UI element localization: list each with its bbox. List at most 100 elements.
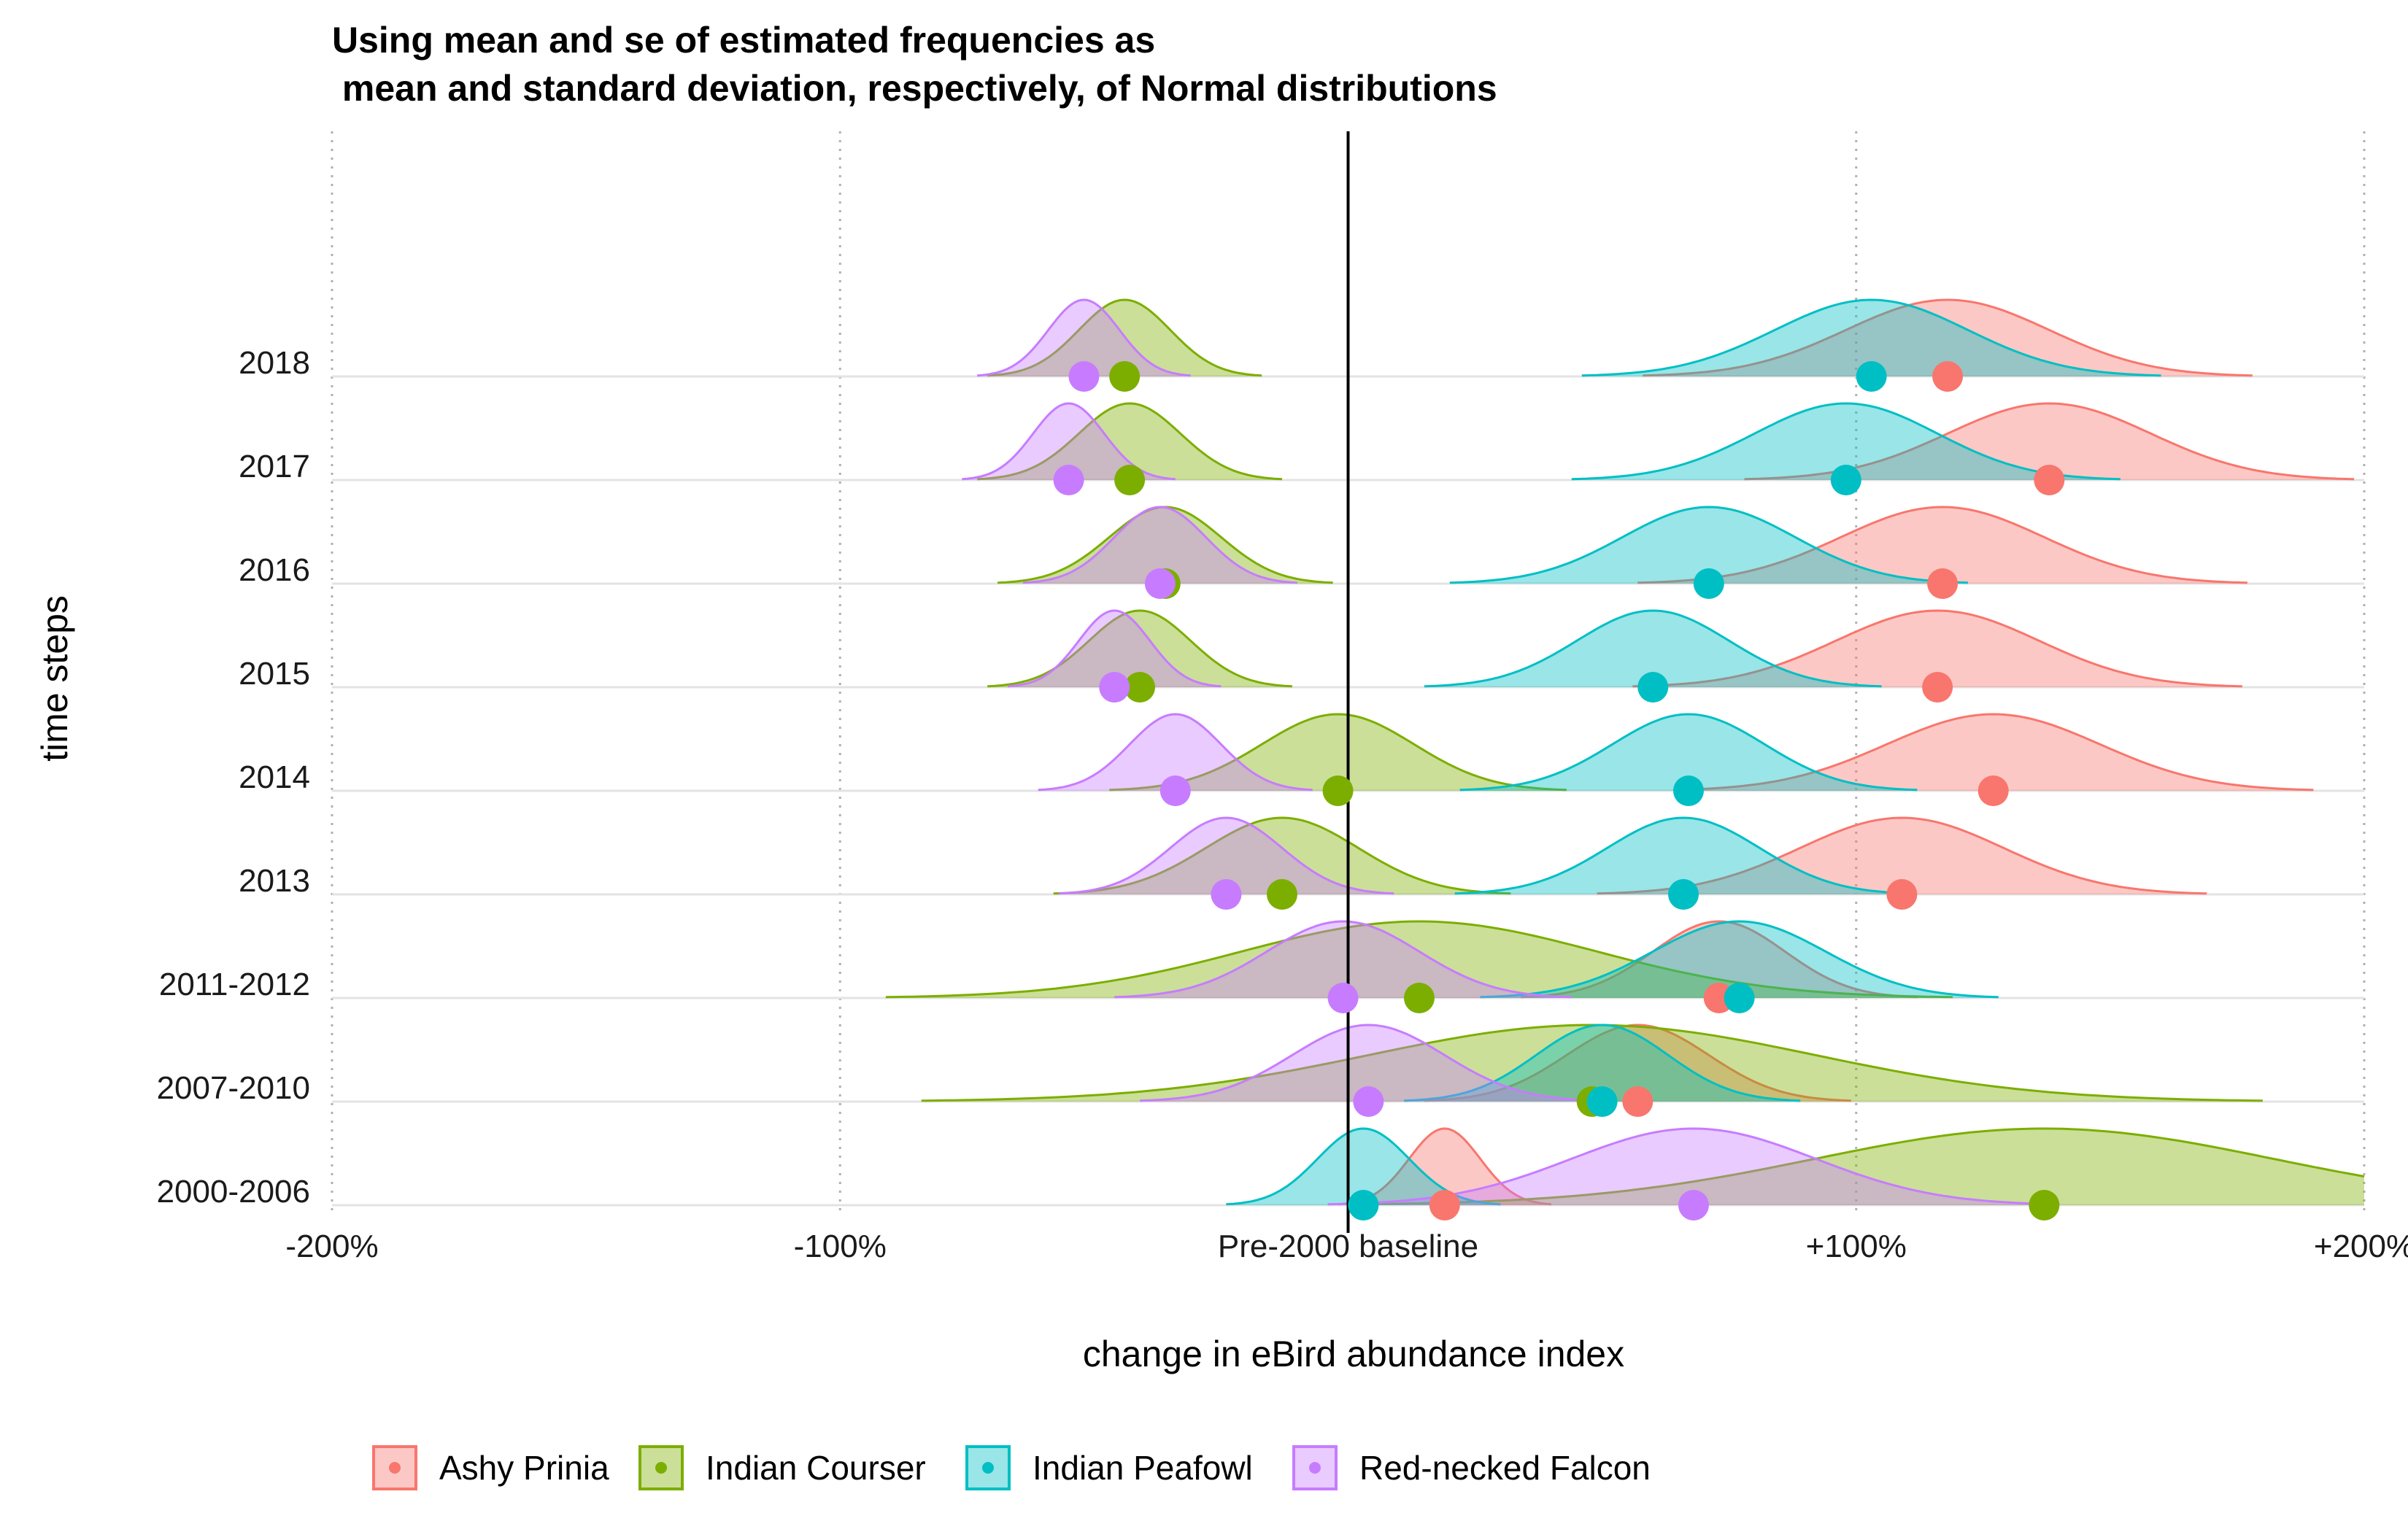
mean-point — [1348, 1190, 1379, 1220]
density-area — [977, 300, 1191, 376]
density-outline — [1571, 402, 2120, 481]
ridge-row — [987, 609, 2242, 688]
ridge-row — [885, 920, 1999, 999]
chart-title: Using mean and se of estimated frequenci… — [332, 20, 1497, 109]
x-axis-tick-labels: -200% -100% Pre-2000 baseline +100% +200% — [285, 1229, 2408, 1264]
density-outline — [1459, 713, 1918, 792]
y-tick-label: 2016 — [239, 552, 310, 588]
mean-point — [1693, 568, 1724, 599]
mean-point — [1429, 1190, 1460, 1220]
y-axis-title: time steps — [34, 595, 75, 762]
density-outline — [1632, 609, 2242, 688]
density-area — [1673, 714, 2314, 791]
density-outline — [1007, 609, 1222, 688]
density-outline — [1521, 920, 1918, 999]
legend-key-dot — [655, 1462, 667, 1474]
ridge-row — [1053, 816, 2207, 895]
legend-label: Red-necked Falcon — [1359, 1449, 1651, 1487]
legend-key-dot — [389, 1462, 401, 1474]
density-area — [1632, 611, 2242, 687]
density-outline — [1643, 298, 2253, 377]
density-area — [1454, 818, 1913, 894]
density-outline — [885, 920, 1953, 999]
density-area — [1459, 714, 1918, 791]
density-area — [987, 611, 1292, 687]
legend-label: Indian Peafowl — [1033, 1449, 1253, 1487]
chart-title-line-1: Using mean and se of estimated frequenci… — [332, 20, 1155, 61]
density-area — [1114, 921, 1572, 998]
density-outline — [1480, 920, 1999, 999]
y-tick-label: 2007-2010 — [157, 1070, 310, 1106]
density-outline — [1673, 713, 2314, 792]
mean-point — [2034, 465, 2065, 495]
density-outline — [987, 609, 1292, 688]
density-outline — [1424, 609, 1882, 688]
mean-point — [1068, 361, 1100, 392]
mean-point — [1327, 983, 1359, 1013]
density-outline — [1038, 713, 1313, 792]
density-outline — [1022, 506, 1297, 584]
density-outline — [1114, 920, 1572, 999]
density-area — [1109, 714, 1567, 791]
mean-point — [1114, 465, 1146, 495]
density-area — [1008, 611, 1222, 687]
mean-point — [1053, 465, 1084, 495]
density-outline — [1404, 1024, 1801, 1102]
mean-point — [1099, 672, 1130, 703]
mean-point — [1159, 775, 1191, 806]
mean-point — [1622, 1086, 1653, 1117]
density-outline — [987, 298, 1262, 377]
y-tick-label: 2000-2006 — [157, 1174, 310, 1210]
density-area — [1521, 921, 1918, 998]
density-area — [885, 921, 1953, 998]
mean-point — [1109, 361, 1141, 392]
x-tick-label: +200% — [2314, 1229, 2408, 1264]
mean-point — [1830, 465, 1861, 495]
density-area — [1226, 1129, 1501, 1205]
mean-point — [1672, 775, 1704, 806]
y-axis-tick-labels: 2000-2006 2007-2010 2011-2012 2013 2014 2015 2… — [157, 345, 310, 1210]
density-area — [1597, 818, 2207, 894]
legend-key-dot — [982, 1462, 994, 1474]
density-outline — [1454, 816, 1913, 895]
y-tick-label: 2014 — [239, 759, 310, 795]
mean-point — [1322, 775, 1354, 806]
legend: Ashy Prinia Indian Courser Indian Peafowl R… — [372, 1445, 1651, 1490]
density-area — [1358, 1129, 2364, 1205]
density-outline — [1139, 1024, 1597, 1102]
y-tick-label: 2015 — [239, 656, 310, 692]
density-outline — [1053, 816, 1511, 895]
y-tick-label: 2018 — [239, 345, 310, 381]
density-outline — [1058, 816, 1394, 895]
density-area — [1338, 1129, 1551, 1205]
density-area — [1637, 507, 2247, 584]
density-area — [1038, 714, 1313, 791]
density-outline — [1424, 1024, 1851, 1102]
mean-point — [1856, 361, 1887, 392]
density-area — [997, 507, 1333, 584]
mean-point — [1886, 879, 1918, 910]
density-area — [1581, 300, 2161, 376]
mean-point — [1211, 879, 1242, 910]
mean-point — [1724, 983, 1755, 1013]
density-area — [1480, 921, 1999, 998]
mean-point — [1977, 775, 2009, 806]
ridge-row — [977, 298, 2253, 377]
mean-point — [1403, 983, 1435, 1013]
mean-point — [1124, 672, 1156, 703]
mean-point — [1353, 1086, 1384, 1117]
density-area — [977, 403, 1282, 480]
density-ridges — [885, 298, 2365, 1206]
density-area — [1140, 1025, 1597, 1102]
mean-point — [2029, 1190, 2060, 1220]
density-area — [1404, 1025, 1801, 1102]
legend-label: Ashy Prinia — [439, 1449, 609, 1487]
mean-point — [1922, 672, 1953, 703]
density-area — [1058, 818, 1394, 894]
mean-point — [1266, 879, 1297, 910]
mean-point — [1927, 568, 1959, 599]
density-area — [1424, 611, 1882, 687]
density-outline — [1358, 1127, 2365, 1206]
legend-key-dot — [1309, 1462, 1321, 1474]
density-area — [1449, 507, 1968, 584]
